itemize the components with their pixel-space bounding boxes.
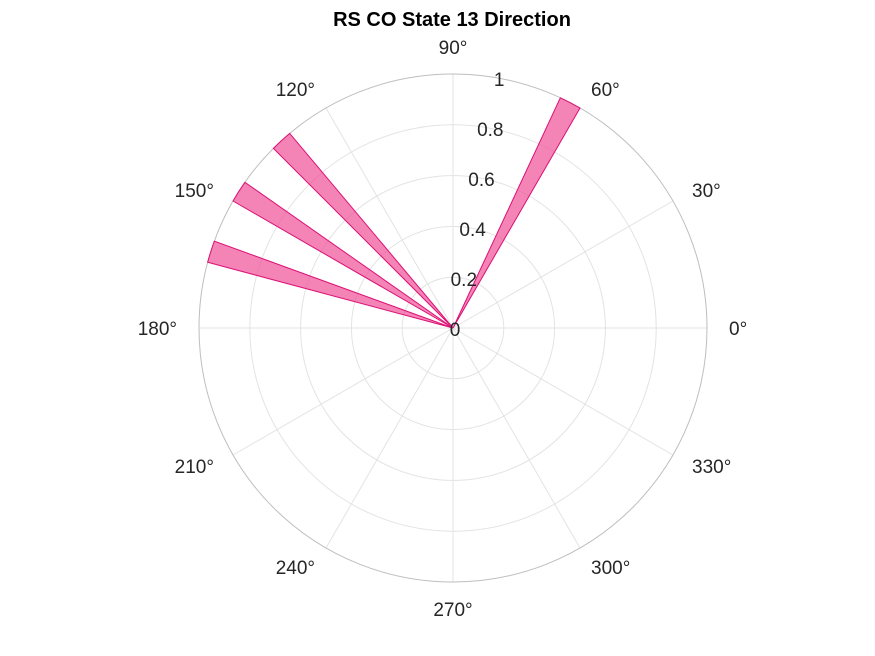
grid-circle — [401, 276, 505, 380]
theta-tick-label-30: 30° — [692, 181, 721, 202]
r-tick-label-5: 1 — [494, 70, 505, 91]
grid-circle — [300, 175, 606, 481]
chart-title: RS CO State 13 Direction — [333, 9, 571, 31]
axis-labels: 0° 30° 60° 90° 120° 150° 180° 210° 240° 270° 300° 3… — [138, 38, 747, 621]
theta-tick-label-0: 0° — [729, 319, 747, 340]
theta-tick-label-60: 60° — [591, 80, 620, 101]
bar-1 — [272, 132, 454, 329]
bar-0 — [452, 97, 581, 329]
grid-circle — [249, 124, 657, 532]
bar-2 — [232, 181, 454, 329]
outer-circle — [198, 73, 708, 583]
theta-tick-label-90: 90° — [439, 38, 468, 59]
r-tick-label-0: 0 — [450, 320, 461, 341]
theta-tick-label-210: 210° — [175, 457, 214, 478]
grid-spoke-210 — [232, 327, 454, 456]
grid-spoke-30 — [452, 200, 674, 329]
r-tick-label-1: 0.2 — [451, 270, 477, 291]
grid-spoke-300 — [452, 327, 581, 549]
theta-tick-label-240: 240° — [276, 558, 315, 579]
theta-tick-label-120: 120° — [276, 80, 315, 101]
theta-tick-label-180: 180° — [138, 319, 177, 340]
grid-spoke-330 — [452, 327, 674, 456]
bar-3 — [207, 240, 454, 329]
r-tick-label-2: 0.4 — [459, 220, 486, 241]
theta-tick-label-300: 300° — [591, 558, 630, 579]
theta-tick-label-150: 150° — [175, 181, 214, 202]
grid-circle — [350, 225, 556, 431]
r-tick-label-4: 0.8 — [477, 120, 503, 141]
theta-tick-label-330: 330° — [692, 457, 731, 478]
bars — [207, 97, 581, 329]
grid-spoke-240 — [325, 327, 454, 549]
grid-spoke-120 — [325, 107, 454, 329]
r-tick-label-3: 0.6 — [468, 170, 494, 191]
theta-tick-label-270: 270° — [433, 600, 472, 621]
